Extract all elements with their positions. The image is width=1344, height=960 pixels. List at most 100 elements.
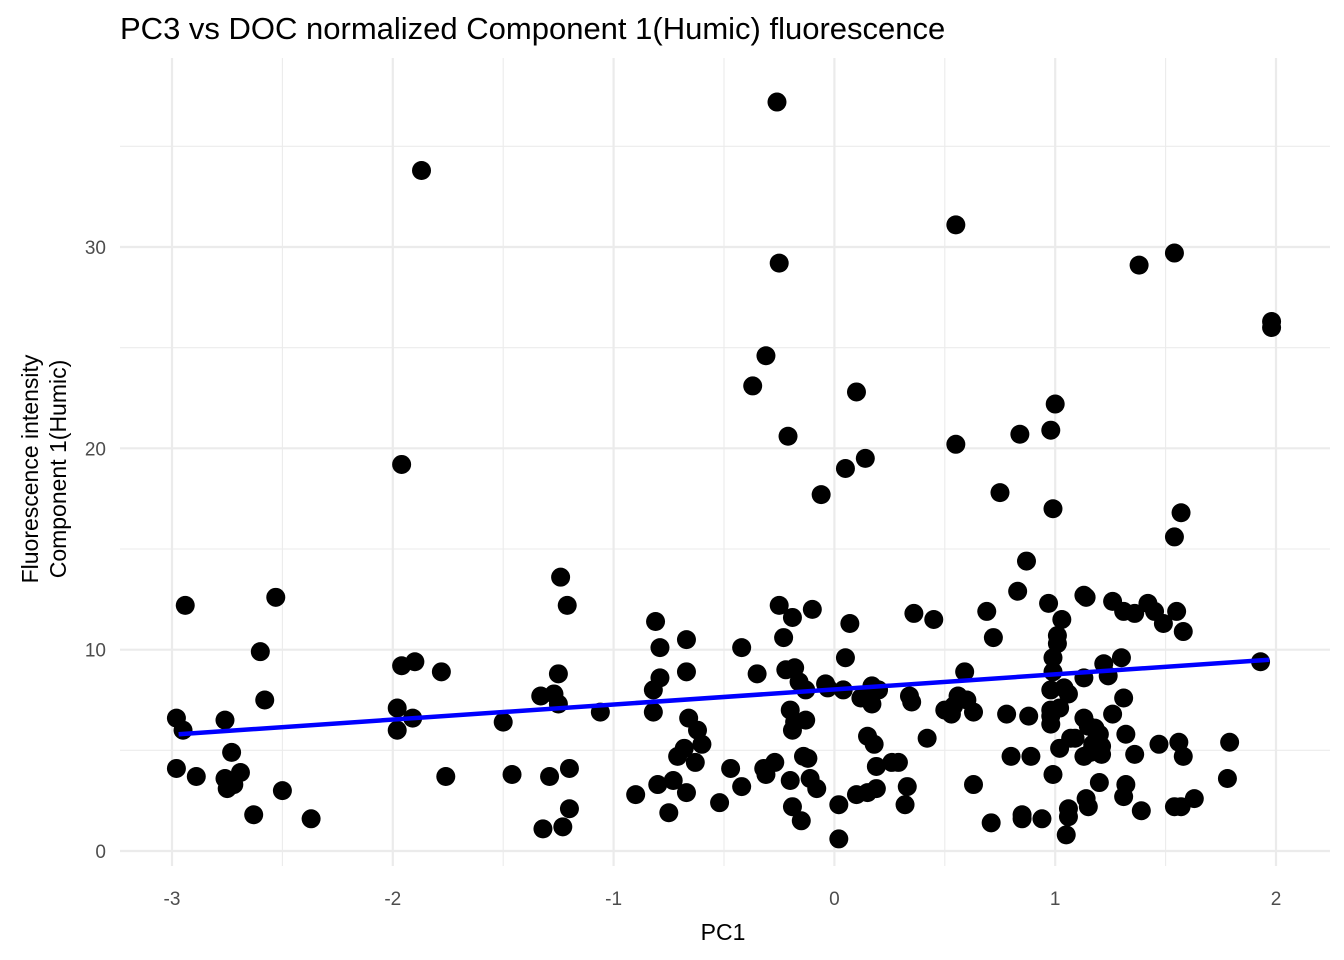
data-point xyxy=(743,376,763,396)
data-point xyxy=(392,454,412,474)
data-point xyxy=(864,734,884,754)
y-tick-label: 30 xyxy=(85,238,106,259)
data-point xyxy=(902,692,922,712)
data-point xyxy=(778,426,798,446)
data-point xyxy=(387,720,407,740)
data-point xyxy=(888,752,908,772)
data-point xyxy=(1032,809,1052,829)
data-point xyxy=(1116,775,1136,795)
data-point xyxy=(964,702,984,722)
data-point xyxy=(1058,684,1078,704)
data-point xyxy=(1217,769,1237,789)
data-point xyxy=(1043,499,1063,519)
data-point xyxy=(1125,603,1145,623)
data-point xyxy=(674,738,694,758)
data-point xyxy=(692,734,712,754)
x-tick-label: 1 xyxy=(1050,889,1061,910)
data-point xyxy=(175,595,195,615)
data-point xyxy=(791,811,811,831)
data-point xyxy=(186,767,206,787)
data-point xyxy=(230,762,250,782)
data-point xyxy=(1078,797,1098,817)
data-point xyxy=(685,752,705,772)
data-point xyxy=(1220,732,1240,752)
chart-title: PC3 vs DOC normalized Component 1(Humic)… xyxy=(120,11,945,46)
data-point xyxy=(650,668,670,688)
data-point xyxy=(255,690,275,710)
data-point xyxy=(732,777,752,797)
data-point xyxy=(1153,613,1173,633)
x-axis-tick-labels: -3 -2 -1 0 1 2 xyxy=(164,889,1282,910)
data-point xyxy=(559,758,579,778)
data-point xyxy=(895,795,915,815)
data-point xyxy=(774,628,794,648)
data-point xyxy=(946,434,966,454)
data-point xyxy=(1114,688,1134,708)
data-point xyxy=(1010,424,1030,444)
data-point xyxy=(1076,587,1096,607)
data-point xyxy=(412,160,432,180)
data-point xyxy=(862,694,882,714)
data-point xyxy=(1173,622,1193,642)
data-point xyxy=(1164,243,1184,263)
data-point xyxy=(215,710,235,730)
y-axis-tick-labels: 0 10 20 30 xyxy=(85,238,106,863)
data-point xyxy=(250,642,270,662)
data-point xyxy=(1001,746,1021,766)
data-point xyxy=(266,587,286,607)
data-point xyxy=(1021,746,1041,766)
data-point xyxy=(676,662,696,682)
data-point xyxy=(553,817,573,837)
x-tick-label: -2 xyxy=(384,889,401,910)
data-point xyxy=(659,803,679,823)
data-point xyxy=(173,720,193,740)
data-point xyxy=(846,382,866,402)
data-point xyxy=(829,795,849,815)
data-point xyxy=(1262,318,1282,338)
data-point xyxy=(559,799,579,819)
data-point xyxy=(1043,764,1063,784)
data-point xyxy=(387,698,407,718)
data-point xyxy=(1016,551,1036,571)
data-point xyxy=(840,613,860,633)
data-point xyxy=(829,829,849,849)
data-point xyxy=(1008,581,1028,601)
data-point xyxy=(983,628,1003,648)
data-point xyxy=(807,779,827,799)
data-point xyxy=(548,664,568,684)
data-point xyxy=(557,595,577,615)
x-axis-title: PC1 xyxy=(701,919,746,945)
minor-gridlines xyxy=(120,58,1330,866)
data-point xyxy=(747,664,767,684)
data-point xyxy=(1052,609,1072,629)
data-point xyxy=(802,599,822,619)
data-point xyxy=(405,652,425,672)
data-point xyxy=(1056,825,1076,845)
data-point xyxy=(835,458,855,478)
data-point xyxy=(1103,704,1123,724)
y-tick-label: 10 xyxy=(85,641,106,662)
trend-line xyxy=(178,657,1270,737)
data-point xyxy=(1171,503,1191,523)
data-point xyxy=(272,781,292,801)
data-point xyxy=(1092,744,1112,764)
data-point xyxy=(1047,626,1067,646)
data-point xyxy=(765,752,785,772)
data-point xyxy=(1116,724,1136,744)
data-point xyxy=(166,758,186,778)
data-point xyxy=(676,783,696,803)
data-point xyxy=(1058,807,1078,827)
data-point xyxy=(663,771,683,791)
data-point xyxy=(997,704,1017,724)
data-point xyxy=(721,758,741,778)
data-point xyxy=(964,775,984,795)
data-point xyxy=(756,346,776,366)
data-point xyxy=(955,662,975,682)
data-point xyxy=(981,813,1001,833)
y-axis-title-line-2: Component 1(Humic) xyxy=(45,360,71,579)
trend-line-group xyxy=(178,657,1270,737)
data-point xyxy=(769,595,789,615)
y-tick-label: 20 xyxy=(85,439,106,460)
data-point xyxy=(1012,809,1032,829)
